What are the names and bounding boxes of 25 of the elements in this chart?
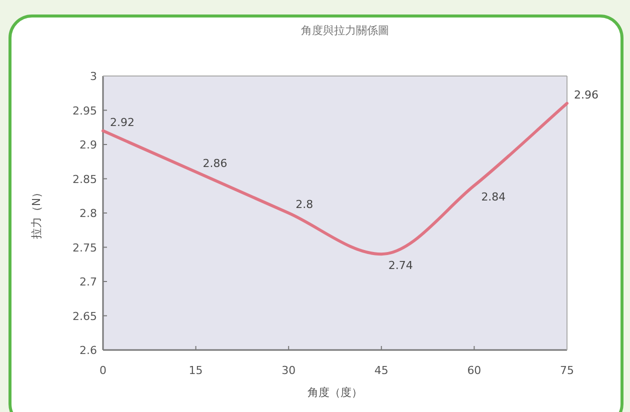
x-tick-label: 15 bbox=[188, 364, 203, 377]
y-tick-label: 2.9 bbox=[80, 138, 97, 152]
data-label: 2.84 bbox=[481, 190, 506, 204]
data-label: 2.8 bbox=[296, 198, 314, 211]
x-tick-label: 75 bbox=[560, 364, 574, 377]
y-tick-label: 2.65 bbox=[72, 310, 97, 323]
y-tick-label: 2.85 bbox=[72, 172, 97, 186]
data-label: 2.96 bbox=[574, 88, 598, 102]
y-tick-label: 2.8 bbox=[80, 207, 97, 220]
y-tick-label: 2.95 bbox=[72, 104, 97, 118]
x-tick-label: 45 bbox=[374, 364, 388, 377]
x-tick-label: 60 bbox=[467, 364, 482, 377]
data-label: 2.74 bbox=[388, 259, 413, 272]
x-axis-title: 角度（度） bbox=[308, 386, 362, 399]
line-series bbox=[102, 102, 568, 256]
chart-title: 角度與拉力關係圖 bbox=[301, 24, 389, 37]
data-label: 2.86 bbox=[202, 156, 228, 170]
y-tick-label: 2.75 bbox=[72, 241, 97, 254]
y-tick-label: 2.6 bbox=[80, 344, 97, 357]
y-axis-title: 拉力（N） bbox=[30, 186, 43, 240]
y-tick-label: 3 bbox=[90, 70, 97, 83]
data-label: 2.92 bbox=[110, 116, 134, 129]
x-tick-label: 30 bbox=[282, 364, 296, 377]
x-tick-label: 0 bbox=[100, 364, 106, 377]
y-tick-label: 2.7 bbox=[80, 276, 97, 288]
